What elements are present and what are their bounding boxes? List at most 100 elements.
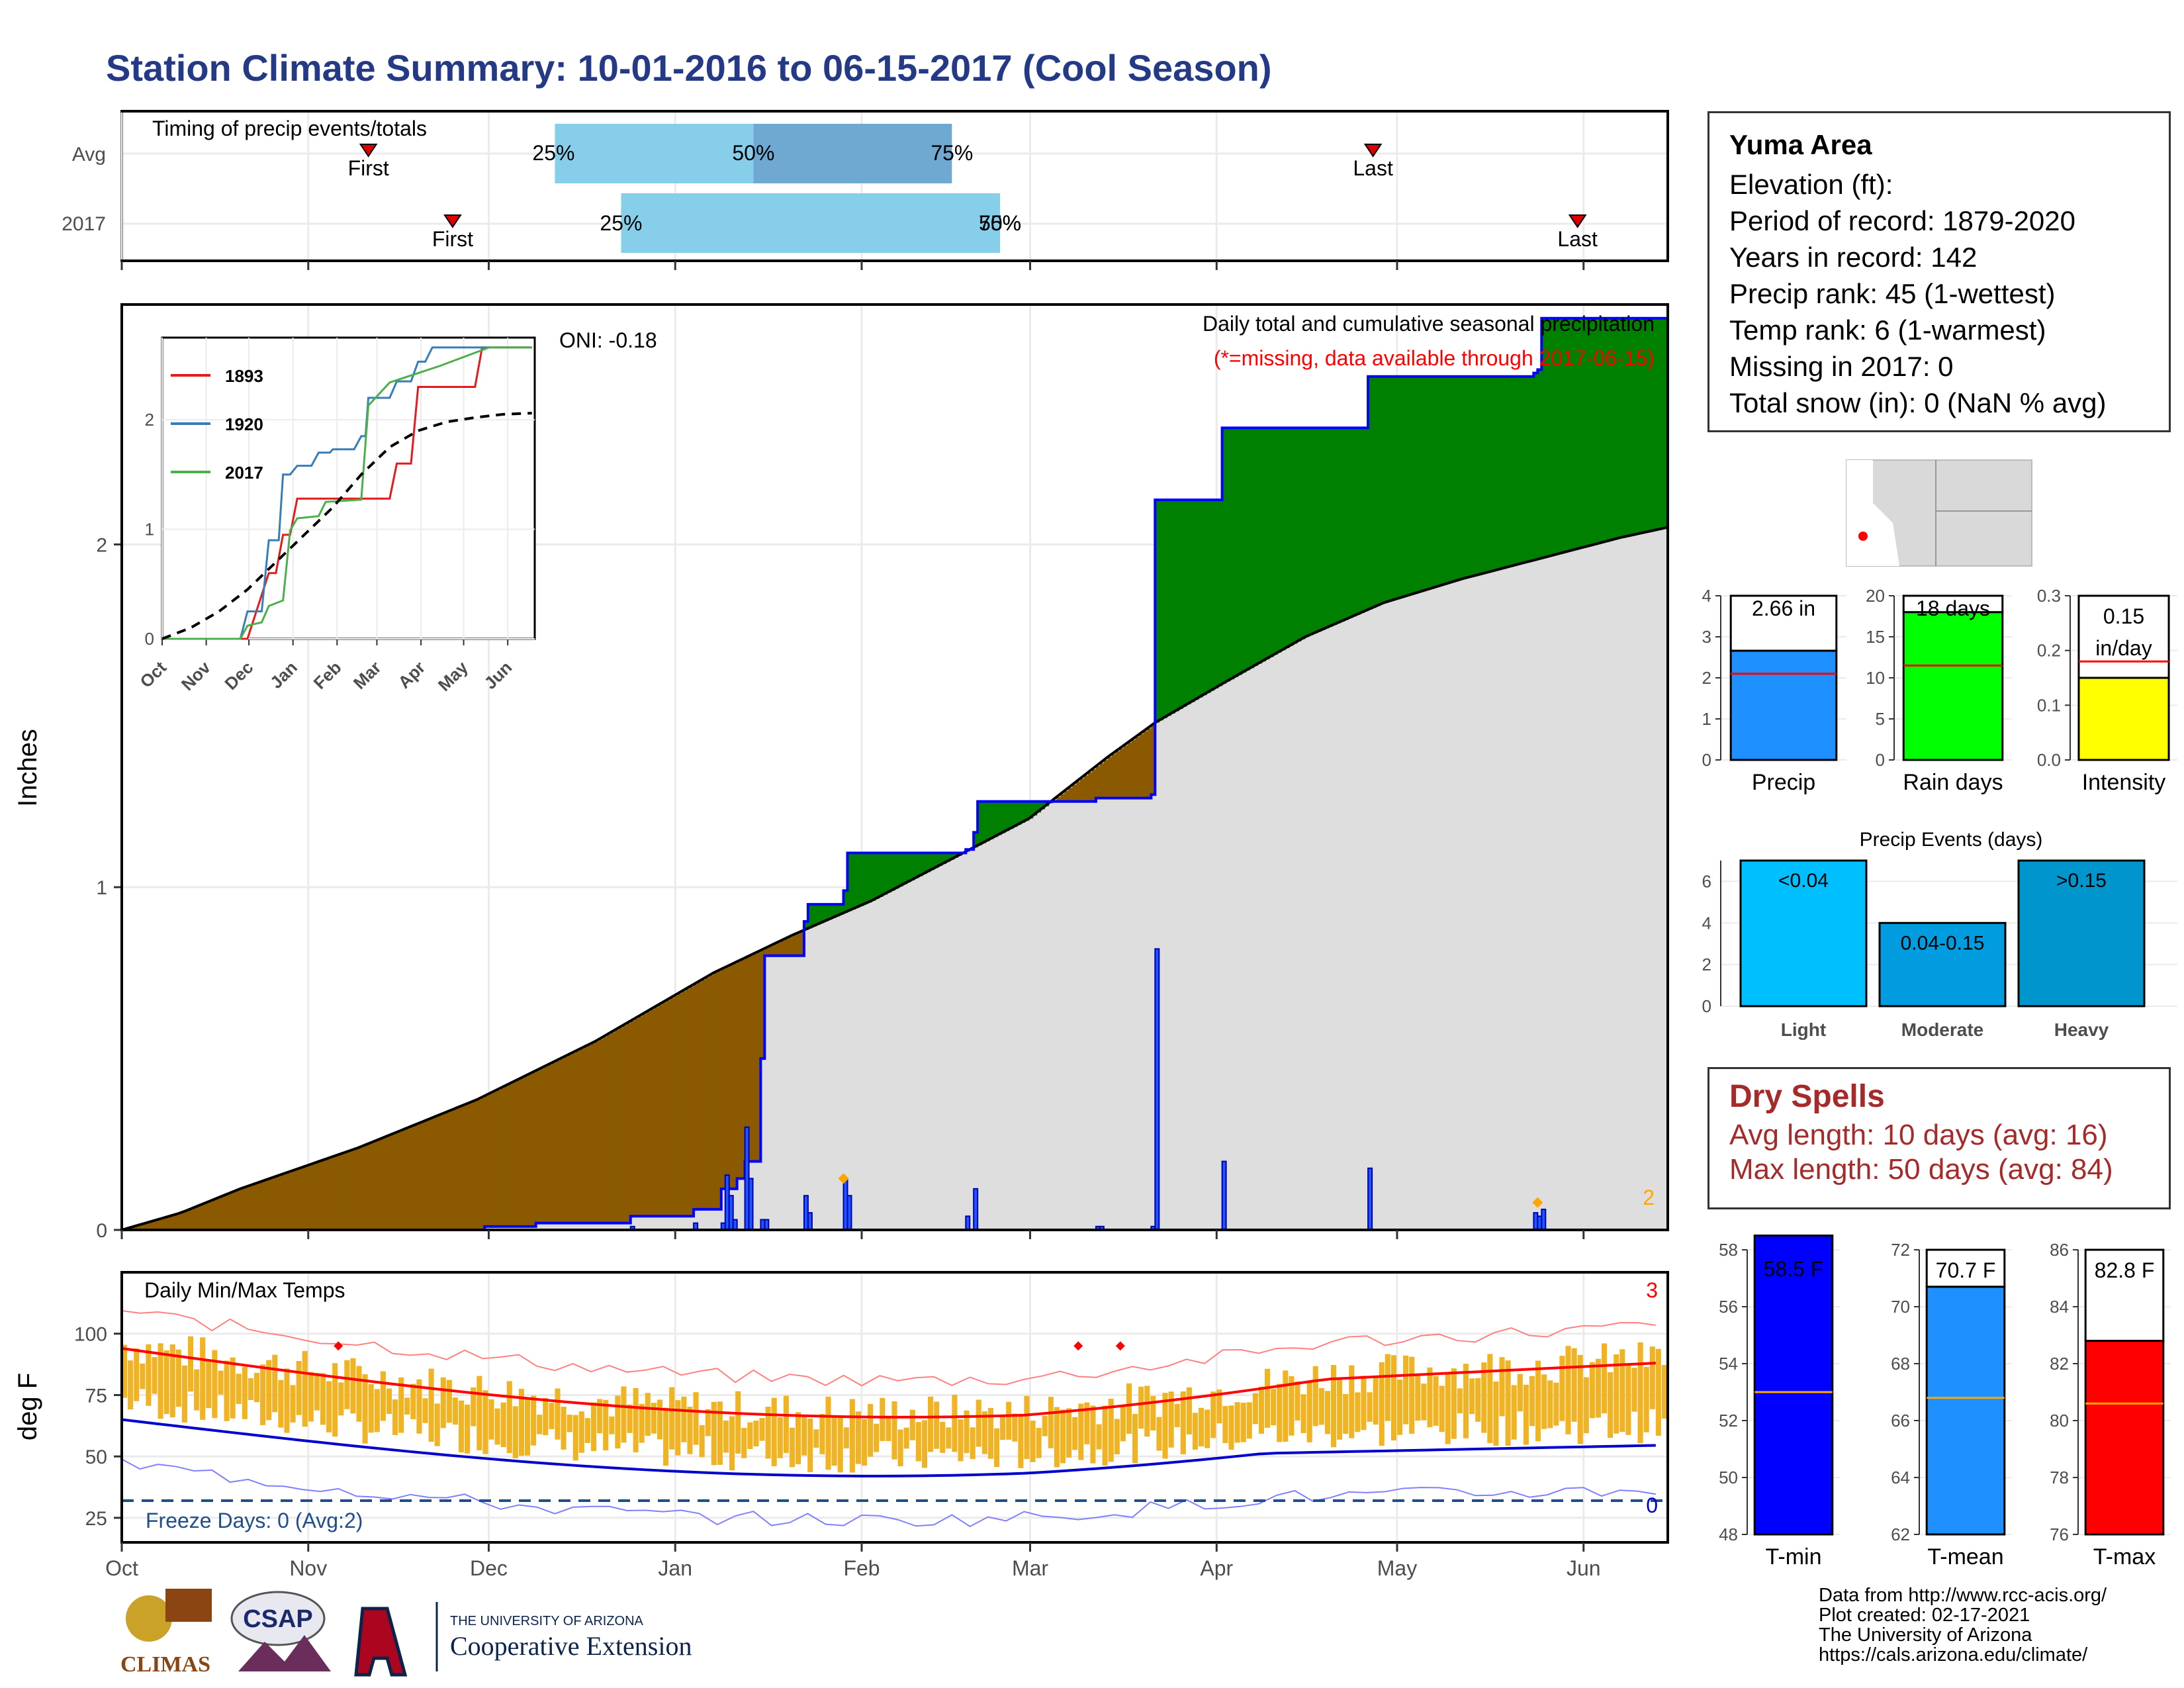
daily-temp-bar — [471, 1387, 477, 1427]
daily-temp-bar — [1547, 1380, 1553, 1429]
daily-temp-bar — [753, 1421, 759, 1447]
tmax-summary-value: 82.8 F — [2095, 1258, 2155, 1282]
daily-precip-bar — [1221, 1160, 1227, 1231]
daily-temp-bar — [128, 1360, 134, 1410]
surplus-fill — [1478, 376, 1483, 575]
deficit-fill — [441, 1113, 446, 1230]
daily-temp-bar — [446, 1380, 452, 1423]
surplus-fill — [1242, 428, 1246, 673]
dry-spells-max: Max length: 50 days (avg: 84) — [1729, 1153, 2113, 1186]
surplus-fill — [1419, 376, 1424, 592]
deficit-fill — [279, 1175, 284, 1230]
month-label: Mar — [1012, 1556, 1048, 1580]
deficit-fill — [153, 1221, 158, 1230]
daily-temp-bar — [326, 1381, 332, 1432]
daily-temp-bar — [290, 1385, 296, 1423]
daily-temp-bar — [465, 1404, 471, 1454]
surplus-fill — [1234, 428, 1239, 677]
events-bar-label: 0.04-0.15 — [1901, 932, 1985, 954]
daily-temp-bar — [224, 1360, 230, 1421]
daily-precip-bar — [807, 1212, 813, 1231]
daily-temp-bar — [855, 1411, 862, 1464]
daily-temp-bar — [482, 1390, 488, 1454]
deficit-fill — [551, 1062, 557, 1223]
precip-ytick-label: 2 — [96, 534, 107, 556]
daily-temp-bar — [789, 1427, 796, 1468]
daily-temp-bar — [603, 1399, 609, 1450]
daily-temp-bar — [459, 1400, 465, 1453]
daily-temp-bar — [344, 1360, 350, 1409]
daily-temp-bar — [1517, 1374, 1523, 1412]
surplus-fill — [1514, 376, 1519, 566]
deficit-fill — [334, 1156, 340, 1230]
daily-temp-bar — [181, 1365, 187, 1423]
missing-marker — [838, 1173, 849, 1184]
daily-temp-bar — [1120, 1405, 1126, 1442]
surplus-fill — [1198, 500, 1203, 698]
dry-spells-box: Dry Spells Avg length: 10 days (avg: 16)… — [1707, 1067, 2171, 1209]
deficit-fill — [271, 1178, 277, 1230]
daily-temp-bar — [711, 1401, 717, 1466]
deficit-fill — [796, 933, 801, 956]
deficit-fill — [674, 996, 678, 1217]
deficit-fill — [477, 1100, 481, 1230]
month-label: Jun — [1567, 1556, 1601, 1580]
surplus-fill — [1498, 376, 1503, 570]
surplus-fill — [1451, 376, 1455, 583]
surplus-fill — [815, 904, 821, 925]
observed-cumulative-line — [122, 316, 1668, 1231]
deficit-fill — [410, 1127, 414, 1230]
daily-temp-bar — [1138, 1386, 1144, 1429]
daily-temp-bar — [1186, 1387, 1192, 1434]
daily-temp-bar — [1337, 1378, 1343, 1440]
daily-temp-bar — [440, 1377, 446, 1429]
daily-temp-bar — [1234, 1402, 1240, 1443]
credit-line: https://cals.arizona.edu/climate/ — [1819, 1644, 2088, 1665]
deficit-fill — [531, 1072, 537, 1227]
normal-cumulative-area — [122, 527, 1668, 1230]
daily-temp-bar — [1042, 1415, 1048, 1436]
daily-temp-bar — [958, 1419, 964, 1462]
daily-temp-bar — [819, 1414, 825, 1454]
daily-temp-bar — [296, 1360, 302, 1415]
surplus-fill — [1312, 428, 1318, 634]
deficit-fill — [145, 1223, 150, 1230]
deficit-fill — [350, 1150, 355, 1230]
station-elevation: Elevation (ft): — [1729, 169, 1893, 200]
deficit-fill — [295, 1169, 300, 1230]
deficit-fill — [539, 1068, 545, 1223]
daily-temp-bar — [555, 1388, 561, 1440]
daily-temp-bar — [874, 1423, 880, 1452]
daily-temp-bar — [1018, 1413, 1024, 1468]
deficit-fill — [342, 1153, 347, 1230]
surplus-fill — [1506, 376, 1511, 568]
daily-temp-bar — [633, 1388, 639, 1453]
deficit-fill — [1147, 728, 1152, 798]
surplus-fill — [1040, 801, 1046, 810]
deficit-fill — [402, 1130, 406, 1230]
surplus-fill — [1443, 376, 1447, 585]
deficit-fill — [610, 1032, 615, 1223]
daily-temp-bar — [206, 1359, 212, 1409]
station-temp-rank: Temp rank: 6 (1-warmest) — [1729, 314, 2046, 346]
daily-temp-bar — [952, 1395, 958, 1452]
daily-temp-bar — [1608, 1372, 1614, 1438]
deficit-fill — [606, 1034, 612, 1223]
deficit-fill — [208, 1201, 213, 1230]
tmean-summary-ytick-label: 68 — [1891, 1354, 1910, 1374]
inset-series-normal — [161, 412, 532, 640]
surplus-fill — [1159, 500, 1163, 721]
daily-temp-bar — [849, 1399, 855, 1473]
surplus-fill — [1525, 376, 1531, 563]
daily-temp-bar — [645, 1393, 651, 1436]
daily-temp-bar — [146, 1344, 152, 1406]
deficit-fill — [1135, 737, 1140, 798]
surplus-fill — [1036, 801, 1042, 813]
inset-series-2017 — [162, 346, 532, 640]
surplus-fill — [1226, 428, 1231, 682]
daily-temp-bar — [891, 1401, 897, 1460]
surplus-fill — [1324, 428, 1330, 629]
daily-temp-bar — [1379, 1362, 1385, 1446]
daily-temp-bar — [1439, 1385, 1445, 1432]
surplus-fill — [1561, 318, 1566, 553]
